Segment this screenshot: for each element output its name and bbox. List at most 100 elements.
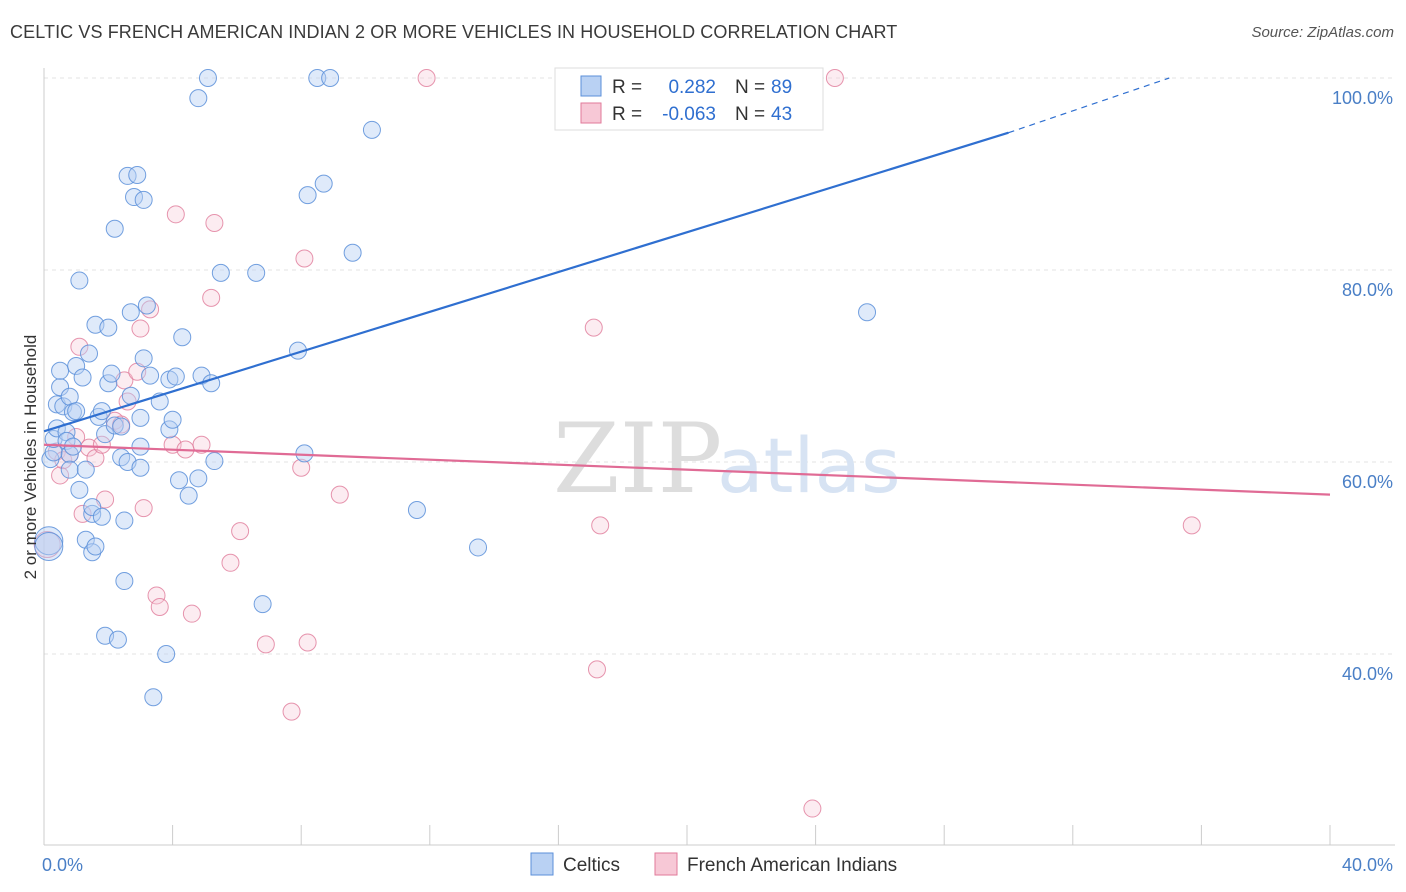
french-point — [192, 435, 211, 454]
celtic-point — [314, 174, 333, 193]
celtic-point — [469, 538, 488, 557]
watermark-atlas: atlas — [717, 421, 901, 510]
celtic-point — [128, 165, 147, 184]
celtic-point — [407, 501, 426, 519]
french-point — [591, 516, 610, 535]
french-point — [803, 799, 822, 818]
x-tick-label-max: 40.0% — [1342, 855, 1393, 875]
french-point — [417, 69, 436, 87]
legend-r-label-celtics: R = — [612, 77, 642, 98]
french-point — [147, 586, 166, 605]
celtic-point — [134, 349, 153, 368]
bottom-legend-swatch-celtics — [530, 852, 554, 876]
chart-title: CELTIC VS FRENCH AMERICAN INDIAN 2 OR MO… — [10, 22, 898, 42]
celtic-point — [67, 402, 86, 421]
celtic-point — [105, 416, 124, 435]
y-axis-label: 2 or more Vehicles in Household — [21, 335, 40, 580]
y-tick-label-60: 60.0% — [1342, 472, 1393, 492]
french-point — [587, 660, 606, 679]
y-tick-label-100: 100.0% — [1332, 88, 1393, 108]
bottom-legend-label-celtics: Celtics — [563, 855, 620, 876]
celtic-point — [99, 318, 118, 337]
celtic-point — [67, 357, 86, 375]
x-tick-labels: 0.0% 40.0% — [42, 855, 1393, 875]
celtic-point — [118, 166, 137, 185]
bottom-legend-label-french: French American Indians — [687, 855, 897, 876]
celtic-point — [70, 480, 89, 499]
celtic-point — [173, 328, 192, 347]
french-point — [221, 553, 240, 572]
legend-n-value-french: 43 — [771, 104, 792, 125]
french-point — [584, 318, 603, 337]
legend-box: R = 0.282 N = 89 R = -0.063 N = 43 — [554, 67, 824, 131]
celtic-point — [44, 443, 63, 462]
french-point — [202, 288, 221, 307]
celtic-point — [86, 537, 105, 556]
celtic-point — [362, 120, 381, 139]
celtic-point — [189, 89, 208, 108]
french-point — [282, 702, 301, 721]
axes — [43, 68, 1395, 846]
legend-r-label-french: R = — [612, 104, 642, 125]
celtic-point — [73, 368, 92, 387]
french-point — [70, 337, 89, 356]
celtic-point — [192, 366, 211, 385]
french-point — [205, 213, 224, 232]
celtic-point — [83, 498, 102, 517]
celtic-point — [166, 367, 185, 386]
french-point — [131, 319, 150, 338]
celtic-point — [108, 630, 127, 649]
celtic-point — [858, 303, 877, 322]
watermark-zip: ZIP — [553, 403, 722, 515]
celtic-point — [189, 469, 208, 488]
celtic-point — [121, 303, 140, 322]
celtic-point — [115, 511, 134, 530]
x-tick-label-min: 0.0% — [42, 855, 83, 875]
celtic-point — [51, 378, 70, 397]
french-point — [295, 249, 314, 268]
celtic-point — [298, 186, 317, 205]
celtic-point — [112, 417, 131, 436]
french-point — [33, 531, 61, 559]
celtic-point — [102, 364, 121, 383]
bottom-legend: Celtics French American Indians — [530, 852, 897, 876]
celtic-point — [170, 471, 189, 490]
celtic-point — [157, 645, 176, 663]
celtic-point — [321, 69, 340, 87]
french-point — [150, 597, 169, 616]
celtic-point — [34, 526, 64, 556]
celtic-point — [160, 420, 179, 439]
french-point — [825, 69, 844, 87]
celtic-point — [308, 69, 327, 87]
source-credit: Source: ZipAtlas.com — [1251, 24, 1394, 41]
french-point — [134, 499, 153, 518]
french-point — [182, 604, 201, 623]
celtic-point — [144, 688, 163, 707]
celtic-point — [70, 271, 89, 290]
celtic-point — [131, 437, 150, 456]
celtic-point — [163, 410, 182, 429]
celtic-point — [60, 460, 79, 479]
celtic-points — [34, 69, 877, 707]
celtic-point — [295, 444, 314, 463]
french-point — [51, 466, 70, 485]
french-point — [1182, 516, 1201, 535]
french-point — [298, 633, 317, 652]
legend-n-label-celtics: N = — [735, 77, 765, 98]
celtic-point — [205, 452, 224, 471]
celtic-point — [115, 572, 134, 591]
french-trend-line — [43, 443, 1331, 496]
celtic-point — [247, 263, 266, 282]
celtic-point — [198, 69, 217, 87]
y-tick-labels: 40.0% 60.0% 80.0% 100.0% — [1332, 88, 1393, 684]
celtic-point — [76, 460, 95, 479]
trend-lines — [43, 77, 1331, 496]
celtic-point — [253, 595, 272, 614]
celtic-point — [92, 507, 111, 526]
celtic-point — [131, 458, 150, 477]
bottom-legend-swatch-french — [654, 852, 678, 876]
celtic-point — [80, 344, 99, 363]
celtic-point — [137, 296, 156, 315]
celtic-point — [99, 374, 118, 393]
